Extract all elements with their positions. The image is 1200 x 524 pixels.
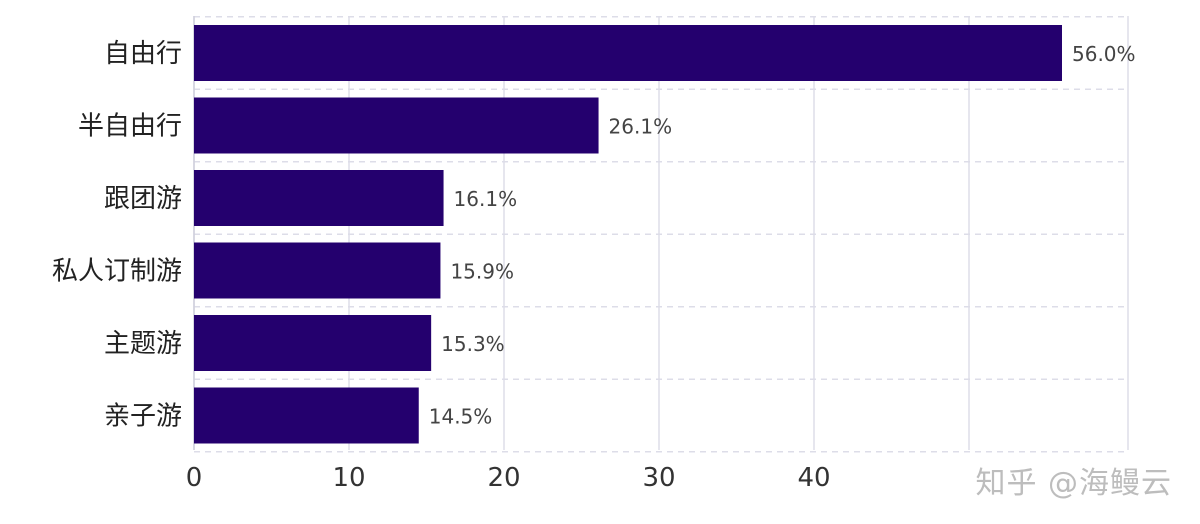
category-label: 半自由行 <box>78 112 182 142</box>
value-label: 15.3% <box>441 332 505 356</box>
value-label: 15.9% <box>450 260 514 284</box>
watermark: 知乎 @海鳗云 <box>975 466 1172 501</box>
x-tick-label: 10 <box>332 463 365 493</box>
value-label: 26.1% <box>609 115 673 139</box>
bar <box>194 170 444 226</box>
x-tick-label: 20 <box>487 463 520 493</box>
x-tick-label: 40 <box>797 463 830 493</box>
value-label: 16.1% <box>454 187 518 211</box>
bar <box>194 387 419 444</box>
x-tick-label: 30 <box>642 463 675 493</box>
value-label: 14.5% <box>429 405 493 429</box>
bar <box>194 242 441 299</box>
category-label: 私人订制游 <box>52 257 182 287</box>
category-label: 跟团游 <box>104 184 182 214</box>
category-label: 自由行 <box>104 39 182 69</box>
value-label: 56.0% <box>1072 42 1136 66</box>
category-label: 主题游 <box>104 329 182 359</box>
x-tick-label: 0 <box>186 463 203 493</box>
bar <box>194 315 432 371</box>
bar <box>194 25 1062 81</box>
category-label: 亲子游 <box>104 402 182 432</box>
bar <box>194 97 599 154</box>
